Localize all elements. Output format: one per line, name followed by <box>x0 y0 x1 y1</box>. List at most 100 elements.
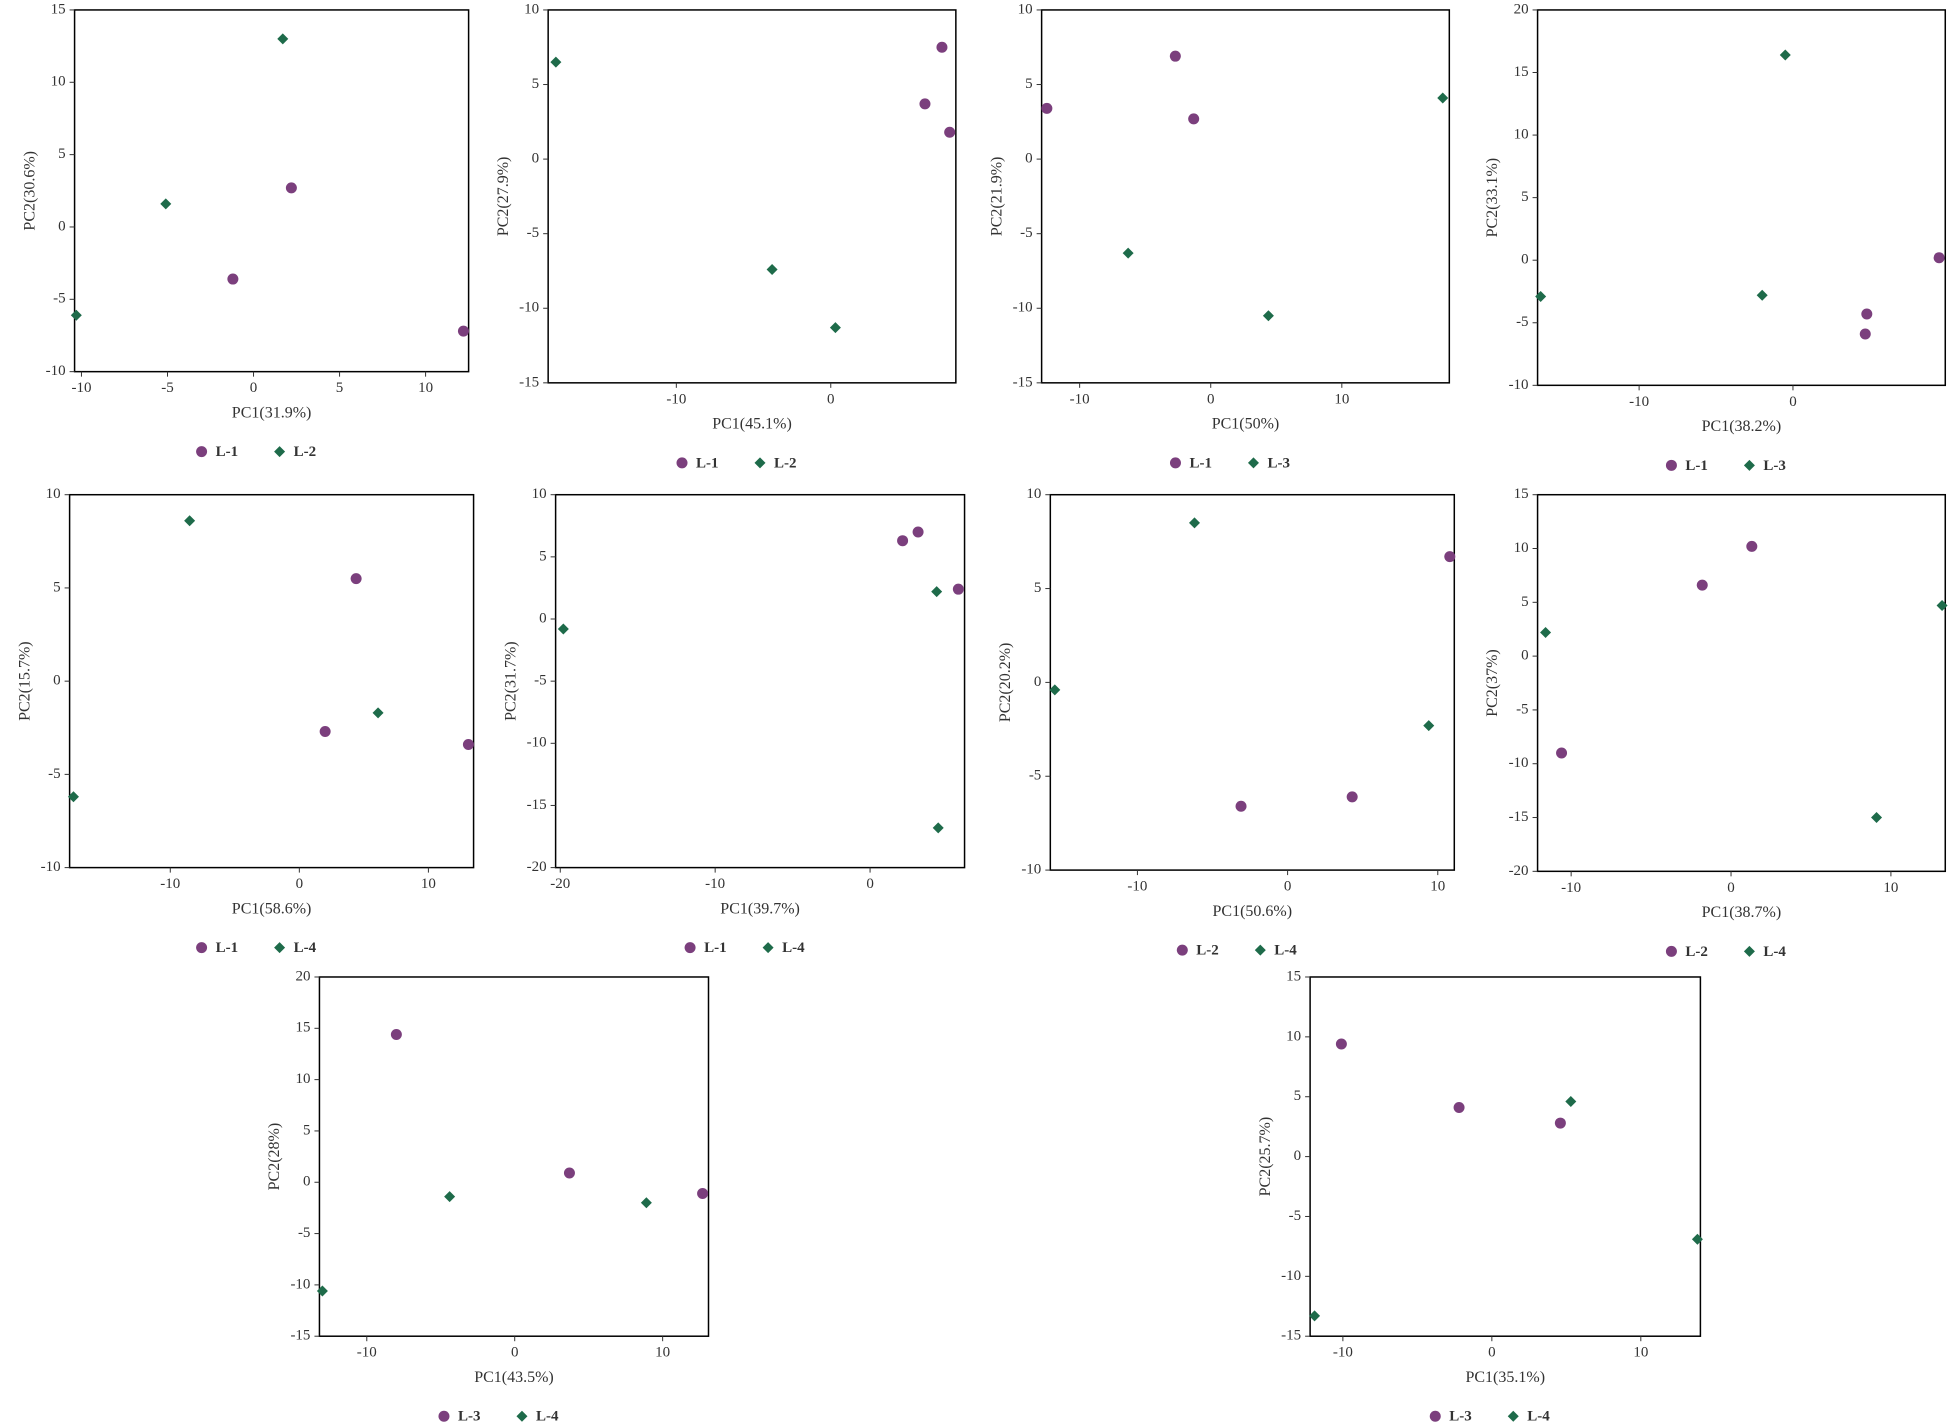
point <box>1691 1233 1703 1245</box>
y-tick-label: 5 <box>58 146 66 162</box>
scatter-panel: -10 0 10 -20 -15 -10 -5 0 5 10 15 PC1(38.7%) PC2(37%… <box>1484 486 1948 960</box>
point <box>1933 252 1945 264</box>
x-tick-label: 10 <box>1334 391 1349 407</box>
y-tick-label: -20 <box>1509 863 1529 879</box>
x-tick-label: 10 <box>421 876 436 892</box>
legend-label: L-2 <box>774 455 797 471</box>
point <box>457 325 469 337</box>
point <box>1444 551 1456 563</box>
point <box>932 822 944 834</box>
point <box>829 322 841 334</box>
point <box>952 583 964 595</box>
legend-label: L-4 <box>782 940 805 956</box>
y-tick-label: 15 <box>51 1 66 17</box>
x-axis-label: PC1(43.5%) <box>474 1369 554 1386</box>
x-axis-label: PC1(31.9%) <box>232 404 312 421</box>
legend-marker <box>196 942 208 954</box>
scatter-panel: -10 0 -15 -10 -5 0 5 10 PC1(45.1%) PC2(27.9%) L-1 L… <box>495 1 957 471</box>
x-tick-label: -5 <box>161 380 174 396</box>
x-tick-label: 0 <box>1727 880 1735 896</box>
y-tick-label: -5 <box>534 673 547 689</box>
legend-label: L-4 <box>294 940 317 956</box>
x-tick-label: -10 <box>1561 880 1581 896</box>
point <box>1188 113 1200 125</box>
legend-label: L-1 <box>696 455 719 471</box>
y-tick-label: -10 <box>46 363 66 379</box>
y-tick-label: -15 <box>1281 1328 1301 1344</box>
legend-marker <box>438 1410 450 1422</box>
x-tick-label: -10 <box>666 391 686 407</box>
y-tick-label: 10 <box>524 1 539 17</box>
legend-marker <box>1254 944 1266 956</box>
point <box>766 263 778 275</box>
y-tick-label: -10 <box>527 735 547 751</box>
scatter-panel: -10 0 10 -10 -5 0 5 10 PC1(58.6%) PC2(15.7%) L-1 L-… <box>16 486 475 956</box>
legend-label: L-3 <box>1449 1409 1472 1425</box>
scatter-panel: -10 -5 0 5 10 -10 -5 0 5 10 15 PC1(31.9%) PC2(30.6%)… <box>21 1 470 460</box>
point <box>1859 328 1871 340</box>
y-tick-label: -5 <box>1029 768 1042 784</box>
point <box>1556 747 1568 759</box>
point <box>1756 289 1768 301</box>
point <box>931 586 943 598</box>
y-tick-label: -5 <box>298 1225 311 1241</box>
x-tick-label: 0 <box>296 876 304 892</box>
point <box>227 273 239 285</box>
x-tick-label: 0 <box>1207 391 1215 407</box>
legend-label: L-1 <box>1685 458 1708 474</box>
y-tick-label: -10 <box>1509 377 1529 393</box>
y-tick-label: -10 <box>41 859 61 875</box>
x-tick-label: 0 <box>866 876 874 892</box>
x-tick-label: -20 <box>550 876 570 892</box>
point <box>277 33 289 45</box>
point <box>316 1285 328 1297</box>
plot-frame <box>547 9 957 384</box>
plot-frame <box>73 9 470 373</box>
x-tick-label: 0 <box>1488 1345 1496 1361</box>
y-tick-label: 10 <box>295 1071 310 1087</box>
y-tick-label: 5 <box>1034 580 1042 596</box>
scatter-panel: -10 0 10 -15 -10 -5 0 5 10 15 20 PC1(43.5%) PC2(28%)… <box>266 968 710 1425</box>
x-tick-label: -10 <box>1070 391 1090 407</box>
legend-marker <box>516 1410 528 1422</box>
x-tick-label: -10 <box>71 380 91 396</box>
y-axis-label: PC2(15.7%) <box>16 641 33 721</box>
legend-label: L-1 <box>1189 455 1212 471</box>
legend-marker <box>1169 457 1181 469</box>
y-tick-label: -15 <box>290 1328 310 1344</box>
y-tick-label: 10 <box>51 74 66 90</box>
legend-marker <box>274 446 286 458</box>
point <box>444 1191 456 1203</box>
y-tick-label: 5 <box>1521 594 1529 610</box>
legend-label: L-4 <box>1763 944 1786 960</box>
y-tick-label: -10 <box>1021 862 1041 878</box>
legend-marker <box>196 446 208 458</box>
point <box>1861 308 1873 320</box>
y-axis-label: PC2(37%) <box>1484 649 1501 717</box>
legend-label: L-3 <box>1763 458 1786 474</box>
point <box>67 791 79 803</box>
scatter-panel: -10 0 10 -15 -10 -5 0 5 10 PC1(50%) PC2(21.9%) L-1 L… <box>988 1 1451 471</box>
y-tick-label: 5 <box>532 76 540 92</box>
point <box>1746 540 1758 552</box>
x-tick-label: -10 <box>1333 1345 1353 1361</box>
y-tick-label: 10 <box>1514 127 1529 143</box>
point <box>1779 49 1791 61</box>
legend-label: L-3 <box>1267 455 1290 471</box>
plot-frame <box>1536 9 1947 387</box>
point <box>319 725 331 737</box>
point <box>563 1167 575 1179</box>
y-tick-label: 5 <box>539 548 547 564</box>
legend-label: L-4 <box>536 1409 559 1425</box>
plot-frame <box>1040 9 1451 384</box>
x-tick-label: 10 <box>1633 1345 1648 1361</box>
y-tick-label: 0 <box>539 610 547 626</box>
x-tick-label: 10 <box>1883 880 1898 896</box>
plot-frame <box>554 493 966 869</box>
point <box>70 309 82 321</box>
y-tick-label: 5 <box>303 1122 311 1138</box>
y-tick-label: -5 <box>48 766 61 782</box>
y-tick-label: 0 <box>53 673 61 689</box>
point <box>550 56 562 68</box>
point <box>697 1188 709 1200</box>
